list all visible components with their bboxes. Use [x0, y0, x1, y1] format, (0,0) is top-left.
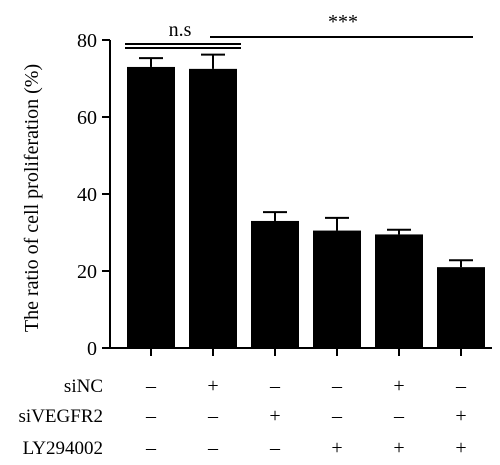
condition-label: LY294002 [23, 438, 103, 459]
condition-table: siNC – + – – + – siVEGFR2 – – + – – + LY294002 – – – + + + [19, 375, 467, 459]
condition-mark: + [455, 437, 466, 459]
condition-mark: + [331, 437, 342, 459]
condition-mark: – [331, 375, 343, 397]
condition-label: siVEGFR2 [19, 406, 103, 427]
condition-mark: – [207, 437, 219, 459]
condition-mark: – [269, 437, 281, 459]
error-bars-group [139, 53, 473, 268]
y-axis-label: The ratio of cell proliferation (%) [21, 64, 43, 332]
y-tick-label: 80 [77, 30, 97, 52]
significance-annotations: n.s *** [125, 11, 473, 49]
condition-mark: – [145, 375, 157, 397]
bar [127, 66, 175, 348]
condition-mark: – [455, 375, 467, 397]
y-tick-label: 20 [77, 261, 97, 283]
bar [437, 267, 485, 348]
y-tick-label: 60 [77, 107, 97, 129]
significance-label: *** [328, 11, 358, 33]
condition-mark: – [393, 405, 405, 427]
condition-mark: – [145, 405, 157, 427]
condition-mark: – [207, 405, 219, 427]
bar [189, 68, 237, 348]
condition-mark: + [455, 405, 466, 427]
y-tick-label: 0 [87, 338, 97, 360]
condition-label: siNC [64, 376, 103, 397]
condition-mark: + [207, 375, 218, 397]
condition-mark: – [331, 405, 343, 427]
condition-mark: – [145, 437, 157, 459]
bar [375, 234, 423, 348]
condition-mark: – [269, 375, 281, 397]
bar [251, 220, 299, 348]
condition-mark: + [393, 437, 404, 459]
condition-mark: + [269, 405, 280, 427]
condition-mark: + [393, 375, 404, 397]
ns-label: n.s [169, 19, 192, 41]
bars-group [127, 66, 485, 348]
bar [313, 230, 361, 348]
y-tick-label: 40 [77, 184, 97, 206]
